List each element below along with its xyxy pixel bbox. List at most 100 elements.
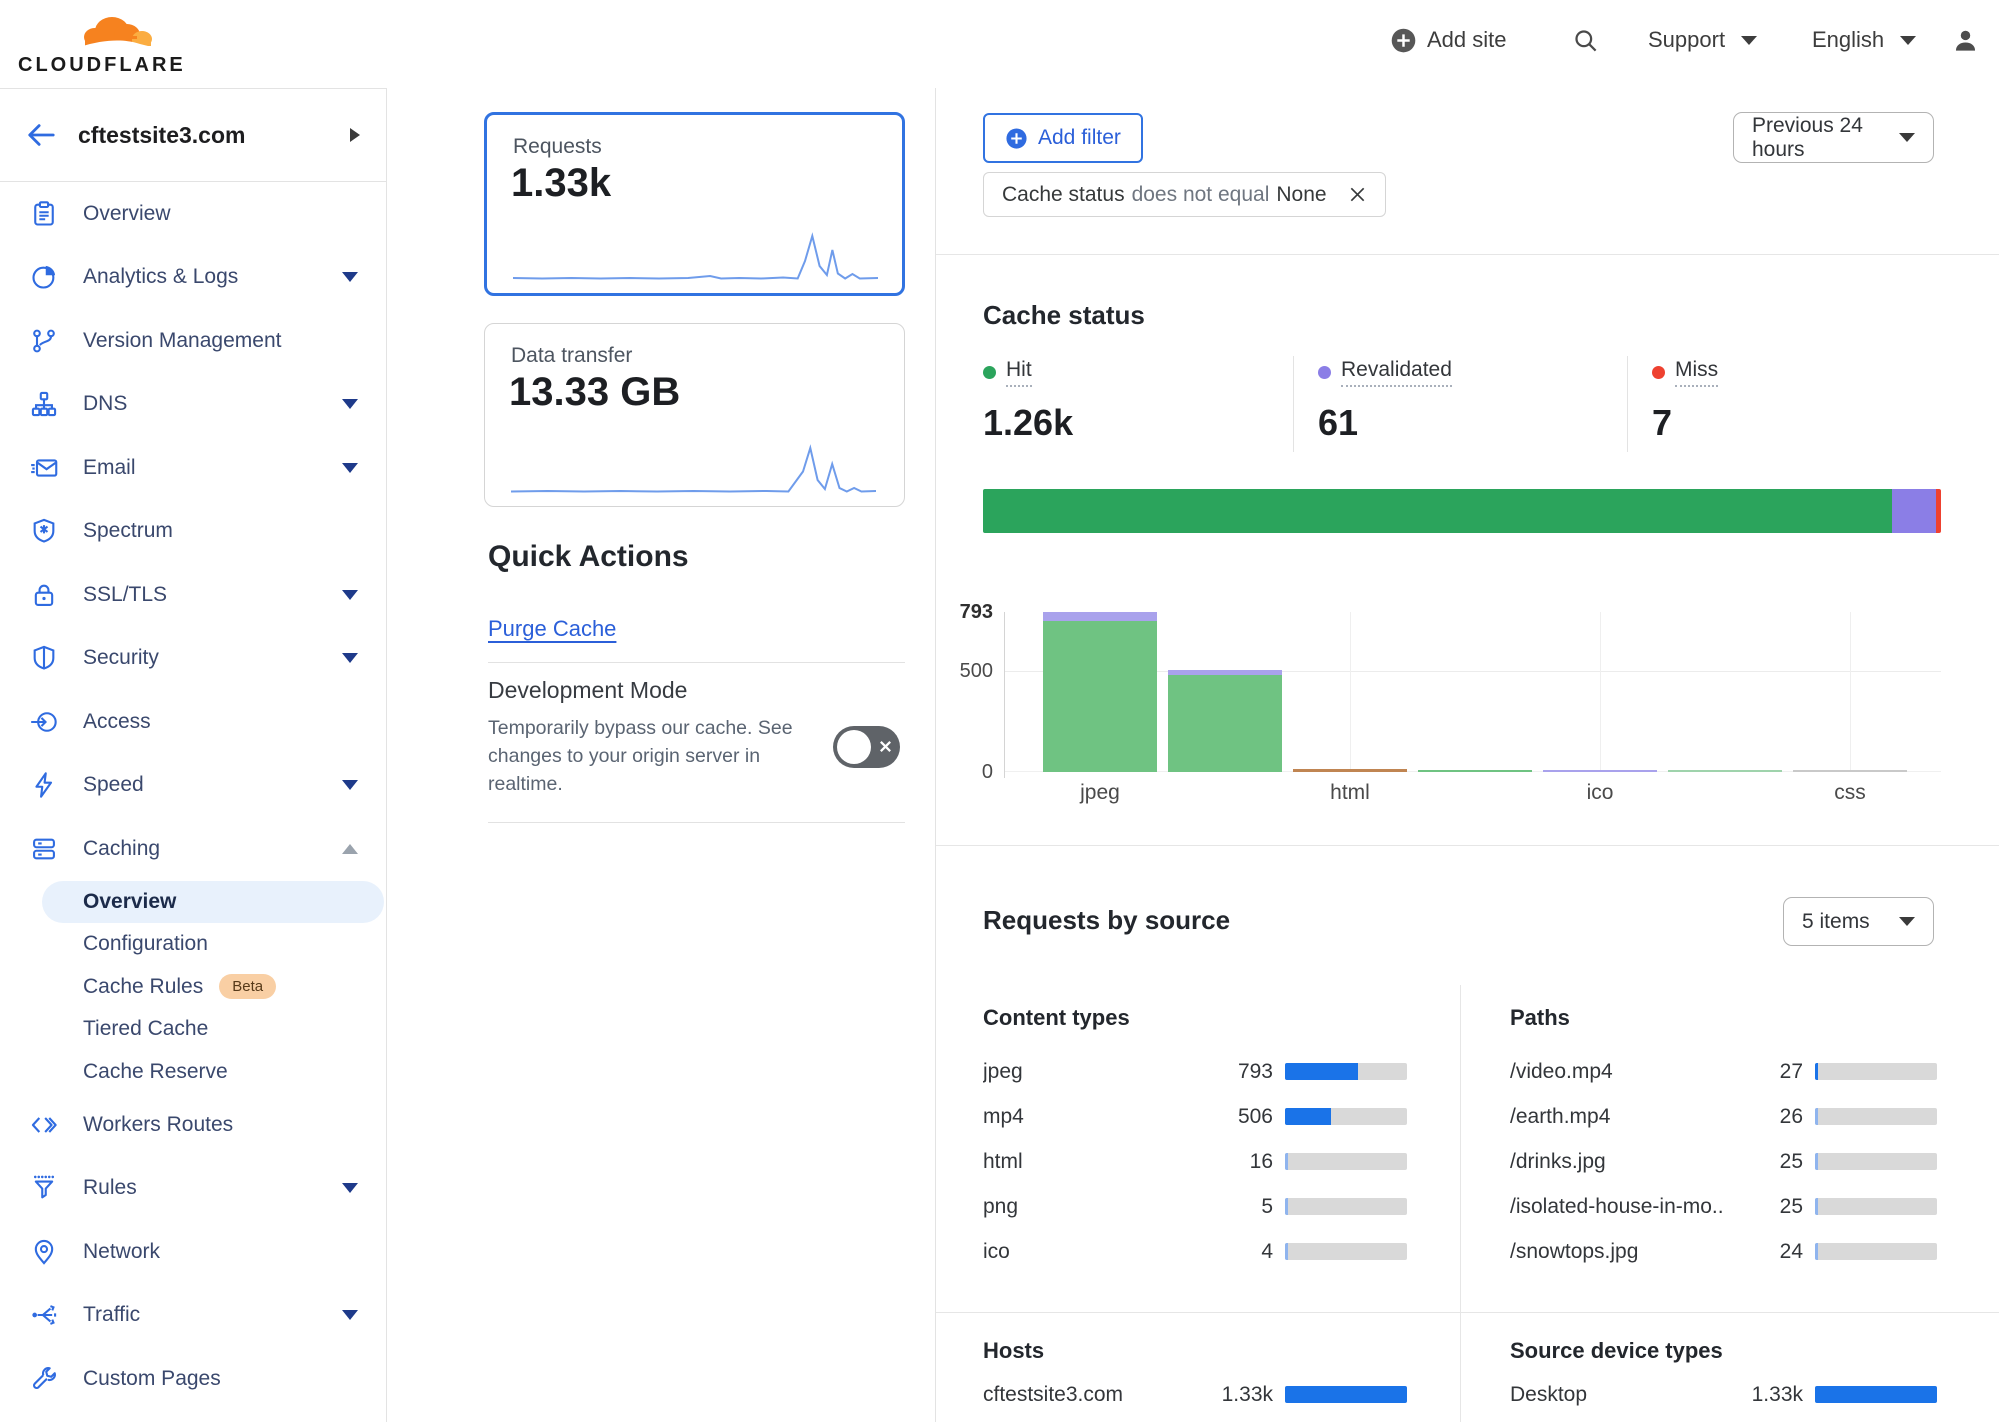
support-menu[interactable]: Support (1648, 0, 1758, 80)
status-label[interactable]: Hit (1006, 358, 1032, 387)
meter-fill (1815, 1108, 1819, 1125)
meter-track (1815, 1153, 1937, 1170)
language-menu[interactable]: English (1812, 0, 1917, 80)
top-header: CLOUDFLARE Add site Support English (0, 0, 1999, 88)
sidebar-item-rules[interactable]: Rules (0, 1157, 386, 1221)
data-transfer-sparkline (511, 444, 876, 494)
status-value: 1.26k (983, 402, 1074, 443)
chart-bar (1668, 770, 1782, 772)
meter-fill (1815, 1063, 1819, 1080)
divider (1293, 356, 1294, 452)
distribution-segment (1935, 489, 1941, 533)
status-label[interactable]: Revalidated (1341, 358, 1452, 387)
chevron-down-icon (342, 589, 358, 600)
requests-summary-card[interactable]: Requests 1.33k (484, 112, 905, 296)
chevron-down-icon (1741, 35, 1758, 45)
meter-track (1285, 1153, 1407, 1170)
meter-track (1285, 1063, 1407, 1080)
device-types-title: Source device types (1510, 1338, 1723, 1363)
sidebar-item-traffic[interactable]: Traffic (0, 1284, 386, 1348)
sidebar-item-spectrum[interactable]: Spectrum (0, 500, 386, 564)
meter-fill (1285, 1386, 1407, 1403)
bar-segment (1168, 674, 1282, 772)
back-arrow-icon[interactable] (26, 120, 62, 150)
sidebar-item-access[interactable]: Access (0, 690, 386, 754)
requests-by-source-title: Requests by source (983, 905, 1231, 935)
purge-cache-link[interactable]: Purge Cache (488, 616, 617, 641)
meter-fill (1815, 1198, 1819, 1215)
divider (1627, 356, 1628, 452)
cloudflare-logo[interactable]: CLOUDFLARE (18, 4, 188, 80)
row-value: 25 (1779, 1194, 1803, 1218)
sidebar-subitem-cache-rules[interactable]: Cache Rules Beta (0, 966, 386, 1009)
sidebar-item-dns[interactable]: DNS (0, 373, 386, 437)
code-icon (30, 1111, 58, 1139)
brand-wordmark: CLOUDFLARE (18, 54, 186, 76)
sidebar-item-custom-pages[interactable]: Custom Pages (0, 1347, 386, 1411)
add-site-label: Add site (1427, 27, 1507, 52)
time-range-select[interactable]: Previous 24 hours (1733, 112, 1934, 163)
bar-segment (1418, 770, 1532, 772)
sidebar: cftestsite3.com Overview Analytics & Log… (0, 88, 387, 1422)
sidebar-subitem-tiered-cache[interactable]: Tiered Cache (83, 1017, 209, 1041)
distribution-segment (983, 489, 1892, 533)
row-label: ico (983, 1239, 1010, 1263)
sidebar-item-caching[interactable]: Caching (0, 817, 386, 881)
chart-bar (1168, 669, 1282, 772)
sidebar-subitem-configuration[interactable]: Configuration (83, 932, 208, 956)
requests-value: 1.33k (511, 161, 612, 205)
sidebar-item-overview[interactable]: Overview (0, 182, 386, 246)
language-label: English (1812, 27, 1885, 52)
row-value: 16 (1249, 1149, 1273, 1173)
items-count-select[interactable]: 5 items (1783, 897, 1934, 946)
chevron-down-icon (342, 1183, 358, 1194)
chevron-right-icon[interactable] (350, 128, 360, 142)
x-axis-tick: html (1330, 781, 1370, 804)
cache-status-bar-chart (1004, 612, 1941, 778)
table-row: jpeg 793 (983, 1049, 1407, 1094)
development-mode-toggle[interactable] (833, 726, 900, 768)
add-site-button[interactable]: Add site (1390, 0, 1507, 80)
device-types-table: Desktop 1.33k (1510, 1372, 1937, 1417)
bar-segment (1668, 770, 1782, 772)
gridline (1005, 671, 1941, 673)
chevron-down-icon (342, 462, 358, 473)
sidebar-item-network[interactable]: Network (0, 1220, 386, 1284)
row-value: 26 (1779, 1104, 1803, 1128)
row-label: jpeg (983, 1059, 1023, 1083)
y-axis-tick: 500 (959, 660, 993, 683)
search-button[interactable] (1572, 0, 1599, 80)
content-types-table: jpeg 793 mp4 506 html 16 png 5 ico 4 (983, 1049, 1407, 1274)
cache-status-stat-hit: Hit 1.26k (983, 358, 1073, 444)
table-row: /earth.mp4 26 (1510, 1094, 1937, 1139)
site-name: cftestsite3.com (78, 121, 246, 148)
chevron-down-icon (1899, 917, 1915, 926)
sidebar-item-speed[interactable]: Speed (0, 754, 386, 818)
toggle-off-x-icon (880, 741, 891, 752)
sidebar-item-security[interactable]: Security (0, 627, 386, 691)
remove-filter-icon[interactable] (1348, 185, 1367, 204)
sidebar-item-workers-routes[interactable]: Workers Routes (0, 1093, 386, 1157)
status-label[interactable]: Miss (1675, 358, 1719, 387)
meter-fill (1285, 1063, 1358, 1080)
y-axis-tick: 793 (959, 601, 993, 623)
bar-segment (1793, 770, 1907, 772)
chevron-down-icon (1899, 133, 1915, 142)
beta-badge: Beta (219, 974, 277, 1000)
add-filter-button[interactable]: Add filter (983, 113, 1143, 163)
row-label: /earth.mp4 (1510, 1104, 1611, 1128)
sidebar-item-version-management[interactable]: Version Management (0, 309, 386, 373)
development-mode-description: Temporarily bypass our cache. See change… (488, 717, 793, 795)
development-mode-title: Development Mode (488, 677, 688, 703)
sidebar-subitem-overview[interactable]: Overview (0, 880, 386, 924)
user-menu[interactable] (1952, 0, 1979, 80)
bar-segment (1043, 621, 1157, 772)
gridline (1350, 612, 1351, 772)
sidebar-item-email[interactable]: Email (0, 436, 386, 500)
sidebar-item-ssl-tls[interactable]: SSL/TLS (0, 563, 386, 627)
sidebar-subitem-cache-reserve[interactable]: Cache Reserve (83, 1059, 228, 1083)
sidebar-item-analytics-logs[interactable]: Analytics & Logs (0, 246, 386, 310)
data-transfer-summary-card[interactable]: Data transfer 13.33 GB (484, 323, 905, 507)
row-label: cftestsite3.com (983, 1382, 1124, 1406)
table-row: /video.mp4 27 (1510, 1049, 1937, 1094)
